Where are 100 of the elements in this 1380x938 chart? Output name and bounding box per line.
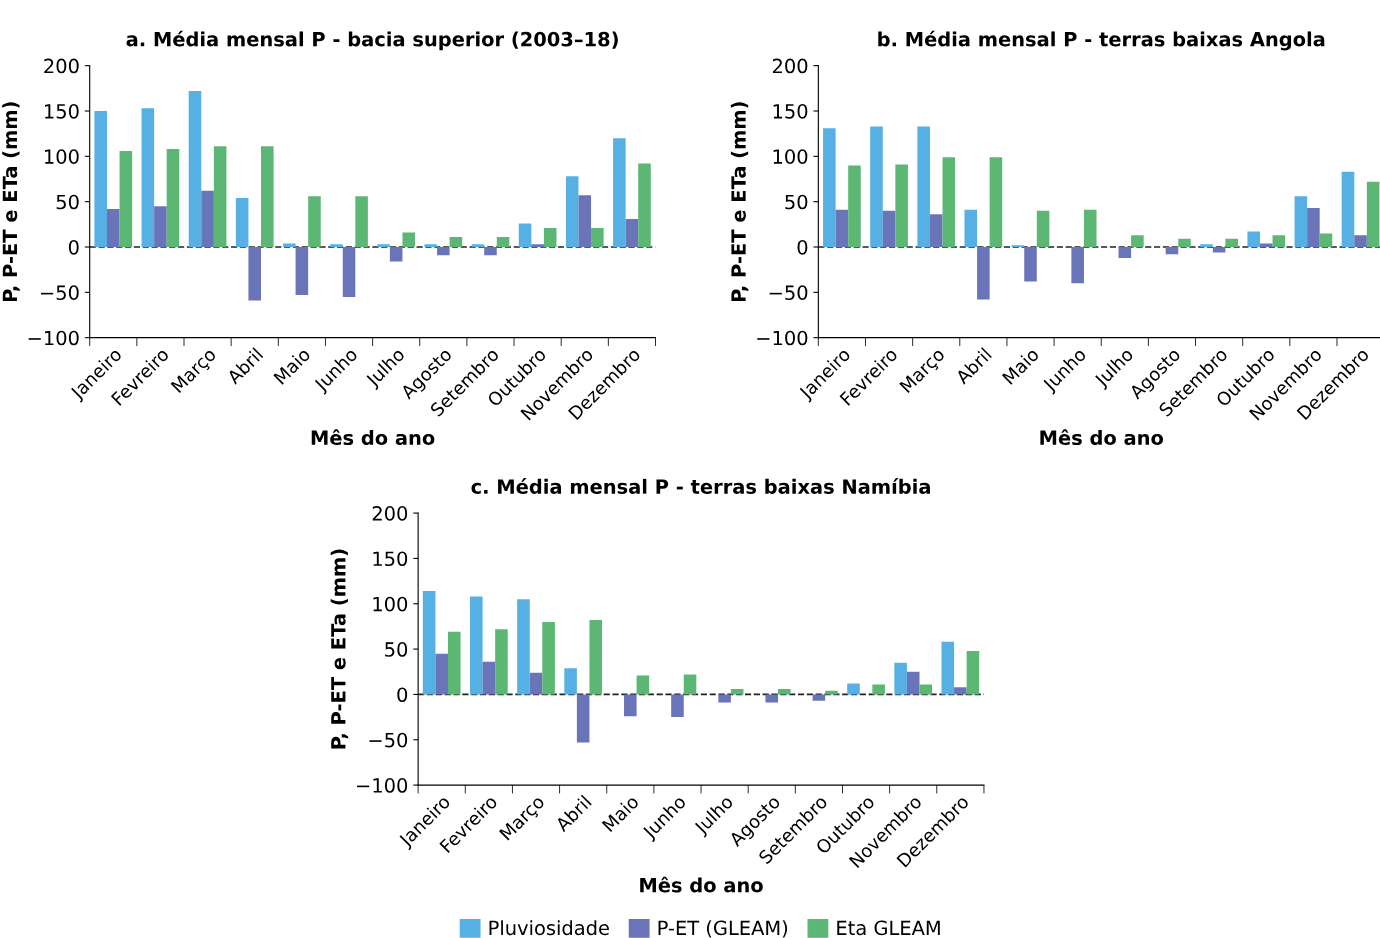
bar	[201, 190, 214, 248]
bar	[870, 126, 883, 248]
y-tick-label: 100	[773, 149, 808, 164]
bar	[1071, 247, 1084, 284]
y-tick-label: 50	[785, 194, 808, 210]
bar	[882, 210, 896, 248]
y-tick-label: −100	[757, 330, 808, 346]
bar	[683, 674, 697, 695]
bar	[141, 108, 155, 248]
bar	[1307, 208, 1320, 248]
y-tick-label: 0	[397, 687, 408, 703]
bar	[941, 641, 955, 695]
bar	[589, 620, 603, 695]
bar	[330, 244, 343, 248]
bar	[484, 247, 497, 256]
bar	[929, 214, 943, 248]
bar	[402, 232, 416, 248]
bar	[435, 653, 448, 695]
bar	[812, 694, 826, 701]
x-axis-title: Mês do ano	[311, 429, 435, 446]
legend-label: Pluviosidade	[489, 920, 609, 936]
bar	[1319, 233, 1333, 248]
y-axis-title: P, P-ET e ETa (mm)	[2, 102, 20, 302]
bar	[1178, 238, 1191, 248]
bar	[1200, 244, 1213, 248]
bar	[1354, 235, 1367, 248]
bar	[355, 196, 368, 248]
y-tick-label: 100	[373, 596, 408, 612]
bar	[119, 150, 133, 248]
bar	[977, 247, 990, 300]
bar	[989, 157, 1003, 248]
bar	[578, 195, 592, 248]
chart-title: b. Média mensal P - terras baixas Angola	[878, 30, 1325, 51]
y-tick-label: 200	[772, 58, 808, 74]
bar	[235, 198, 249, 248]
bar	[543, 227, 557, 248]
y-tick-label: 150	[45, 103, 79, 119]
bar	[449, 237, 463, 248]
bar	[166, 149, 180, 248]
bar	[518, 223, 532, 248]
bar	[94, 111, 107, 248]
bar	[613, 138, 626, 248]
bar	[954, 687, 967, 695]
bar	[106, 208, 120, 248]
x-axis-title: Mês do ano	[1040, 429, 1164, 446]
bar	[624, 694, 637, 717]
bar	[895, 164, 908, 248]
bar	[1259, 243, 1273, 248]
bar	[342, 247, 356, 297]
bar	[471, 244, 485, 248]
legend-label: P-ET (GLEAM)	[658, 920, 788, 938]
chart-title: a. Média mensal P - bacia superior (2003–18)	[126, 30, 618, 51]
bar	[765, 694, 779, 703]
bar	[636, 675, 650, 695]
y-axis-title: P, P-ET e ETa (mm)	[330, 549, 349, 749]
bar	[917, 126, 930, 248]
bar	[625, 218, 639, 248]
bar	[1024, 247, 1037, 282]
bar	[872, 684, 885, 695]
bar	[1036, 210, 1050, 248]
y-tick-label: 50	[385, 642, 408, 657]
x-axis-title: Mês do ano	[640, 876, 763, 893]
y-tick-label: 0	[68, 239, 79, 255]
bar	[1118, 247, 1132, 258]
bar	[1083, 209, 1097, 248]
y-tick-label: 150	[373, 551, 408, 567]
bar	[638, 163, 651, 248]
bar	[283, 243, 296, 248]
bar	[531, 244, 544, 248]
bar	[295, 247, 309, 296]
bar	[213, 146, 227, 248]
bar	[848, 165, 861, 248]
y-tick-label: 100	[45, 149, 79, 164]
bar	[470, 596, 483, 695]
bar	[1294, 196, 1308, 248]
y-tick-label: −50	[769, 285, 808, 301]
bar	[154, 206, 167, 248]
y-tick-label: −100	[28, 330, 79, 346]
bar	[847, 683, 860, 695]
bar	[718, 694, 731, 703]
bar	[942, 157, 956, 248]
y-tick-label: −50	[369, 732, 408, 748]
bar	[1247, 231, 1260, 248]
bar	[1272, 235, 1286, 248]
bar	[261, 146, 274, 248]
bar	[966, 650, 980, 695]
bar	[894, 662, 907, 695]
bar	[778, 688, 791, 695]
bar	[495, 629, 508, 695]
bar	[496, 237, 510, 248]
y-tick-label: 0	[797, 239, 808, 255]
bar	[1165, 247, 1179, 255]
bar	[542, 621, 555, 695]
bar	[591, 227, 604, 248]
bar	[517, 599, 530, 695]
bar	[529, 672, 543, 695]
bar	[448, 631, 461, 695]
y-tick-label: −50	[41, 285, 79, 301]
bar	[564, 668, 577, 695]
y-tick-label: 200	[44, 58, 79, 74]
